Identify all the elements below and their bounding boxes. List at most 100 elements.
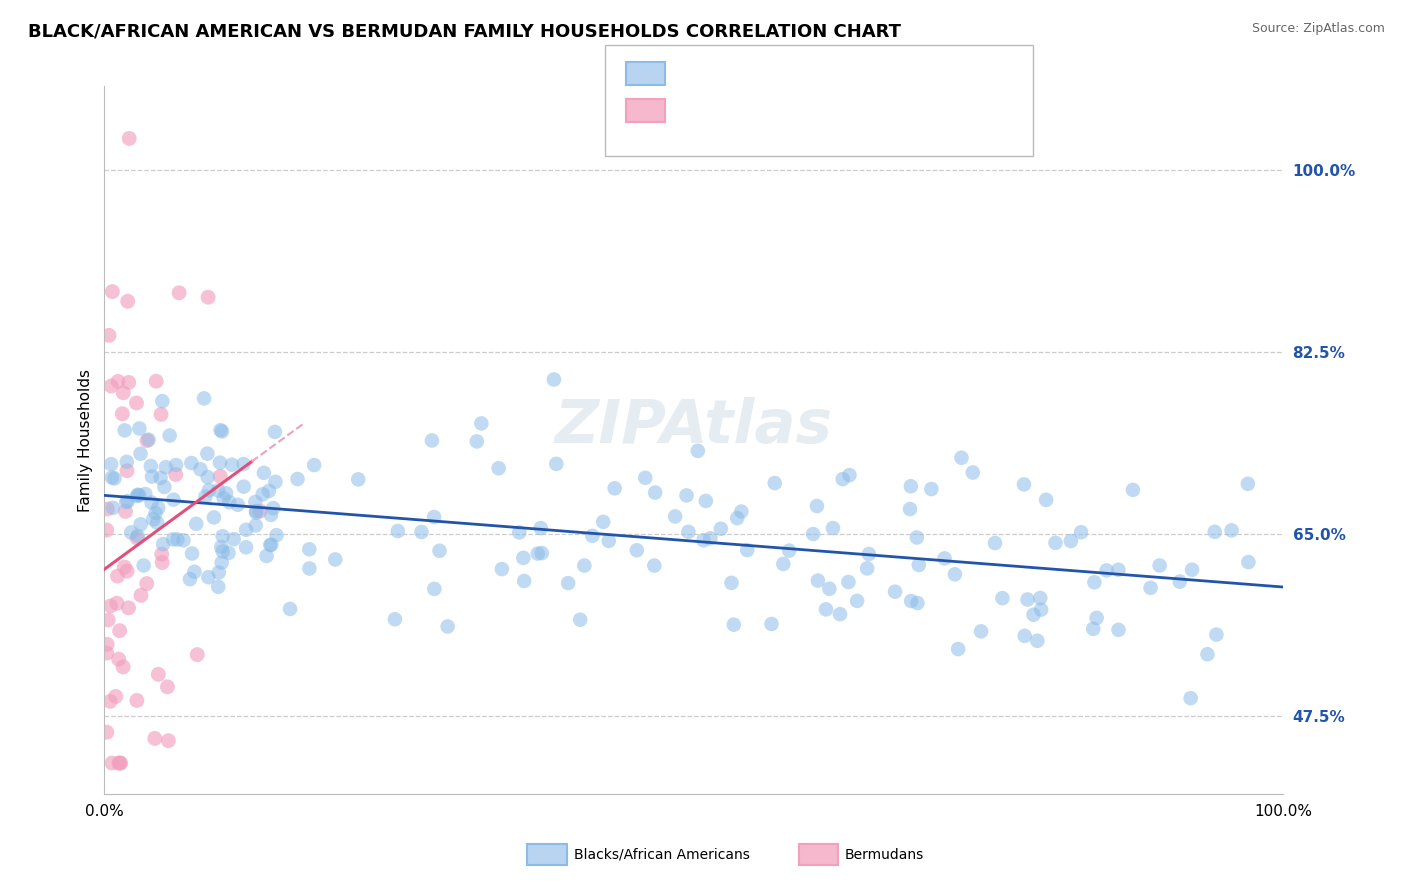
Point bbox=[488, 461, 510, 475]
Point bbox=[1035, 492, 1057, 507]
Point bbox=[470, 417, 492, 431]
Point bbox=[264, 475, 287, 489]
Point bbox=[278, 602, 301, 616]
Point bbox=[262, 501, 284, 516]
Point bbox=[710, 522, 733, 536]
Point bbox=[1149, 558, 1171, 573]
Point bbox=[141, 495, 163, 509]
Point bbox=[209, 469, 232, 483]
Point bbox=[1237, 476, 1260, 491]
Point bbox=[148, 667, 170, 681]
Point bbox=[259, 538, 281, 552]
Point bbox=[512, 550, 534, 565]
Point bbox=[1070, 525, 1092, 540]
Point bbox=[112, 385, 135, 400]
Point bbox=[221, 458, 243, 472]
Point bbox=[129, 517, 152, 532]
Point bbox=[211, 529, 233, 543]
Point bbox=[1029, 591, 1052, 605]
Point bbox=[245, 504, 267, 518]
Point bbox=[643, 558, 665, 573]
Point bbox=[801, 527, 824, 541]
Point bbox=[215, 486, 238, 500]
Point bbox=[127, 529, 149, 543]
Point bbox=[235, 523, 257, 537]
Point bbox=[245, 518, 267, 533]
Point bbox=[846, 594, 869, 608]
Point bbox=[143, 731, 166, 746]
Point bbox=[943, 567, 966, 582]
Point bbox=[898, 502, 921, 516]
Point bbox=[129, 588, 152, 602]
Point bbox=[920, 482, 942, 496]
Point bbox=[828, 607, 851, 622]
Point bbox=[1085, 611, 1108, 625]
Point bbox=[162, 492, 184, 507]
Point bbox=[907, 596, 929, 610]
Point bbox=[1022, 607, 1045, 622]
Text: R =  0.304   N =  52: R = 0.304 N = 52 bbox=[673, 102, 870, 120]
Point bbox=[1083, 622, 1105, 636]
Point bbox=[260, 538, 283, 552]
Point bbox=[162, 533, 184, 547]
Point bbox=[725, 511, 748, 525]
Point bbox=[166, 533, 188, 547]
Point bbox=[134, 487, 156, 501]
Point bbox=[222, 532, 245, 546]
Point bbox=[569, 613, 592, 627]
Point bbox=[165, 458, 187, 472]
Point bbox=[530, 546, 553, 560]
Point bbox=[107, 375, 129, 389]
Point bbox=[420, 434, 443, 448]
Point bbox=[264, 425, 287, 439]
Point bbox=[266, 528, 288, 542]
Point bbox=[197, 447, 219, 461]
Point bbox=[125, 489, 148, 503]
Point bbox=[962, 466, 984, 480]
Point bbox=[257, 483, 280, 498]
Point bbox=[1107, 563, 1129, 577]
Point bbox=[1197, 647, 1219, 661]
Point bbox=[125, 531, 148, 545]
Point bbox=[1205, 627, 1227, 641]
Point bbox=[1045, 536, 1067, 550]
Point bbox=[211, 544, 233, 558]
Point bbox=[118, 376, 141, 390]
Point bbox=[634, 471, 657, 485]
Point bbox=[837, 575, 859, 590]
Point bbox=[245, 506, 267, 520]
Point bbox=[543, 372, 565, 386]
Point bbox=[429, 543, 451, 558]
Point bbox=[105, 596, 128, 610]
Point bbox=[96, 637, 118, 651]
Point bbox=[1181, 563, 1204, 577]
Point bbox=[530, 521, 553, 535]
Point bbox=[114, 504, 136, 518]
Point bbox=[821, 521, 844, 535]
Point bbox=[252, 487, 274, 501]
Point bbox=[101, 756, 124, 770]
Point bbox=[831, 472, 853, 486]
Point bbox=[96, 523, 118, 537]
Point bbox=[814, 602, 837, 616]
Point bbox=[699, 531, 721, 545]
Point bbox=[209, 540, 232, 554]
Point bbox=[198, 483, 221, 498]
Point bbox=[598, 533, 620, 548]
Point bbox=[157, 733, 180, 747]
Text: R = -0.527   N = 199: R = -0.527 N = 199 bbox=[673, 64, 877, 82]
Point bbox=[950, 450, 973, 465]
Point bbox=[139, 459, 162, 474]
Point bbox=[153, 480, 176, 494]
Point bbox=[111, 407, 134, 421]
Point bbox=[181, 547, 204, 561]
Point bbox=[159, 428, 181, 442]
Point bbox=[423, 510, 446, 524]
Point bbox=[96, 646, 118, 660]
Point bbox=[603, 481, 626, 495]
Point bbox=[692, 533, 714, 548]
Point bbox=[1017, 592, 1039, 607]
Point bbox=[1014, 629, 1036, 643]
Point bbox=[298, 561, 321, 575]
Point bbox=[207, 580, 229, 594]
